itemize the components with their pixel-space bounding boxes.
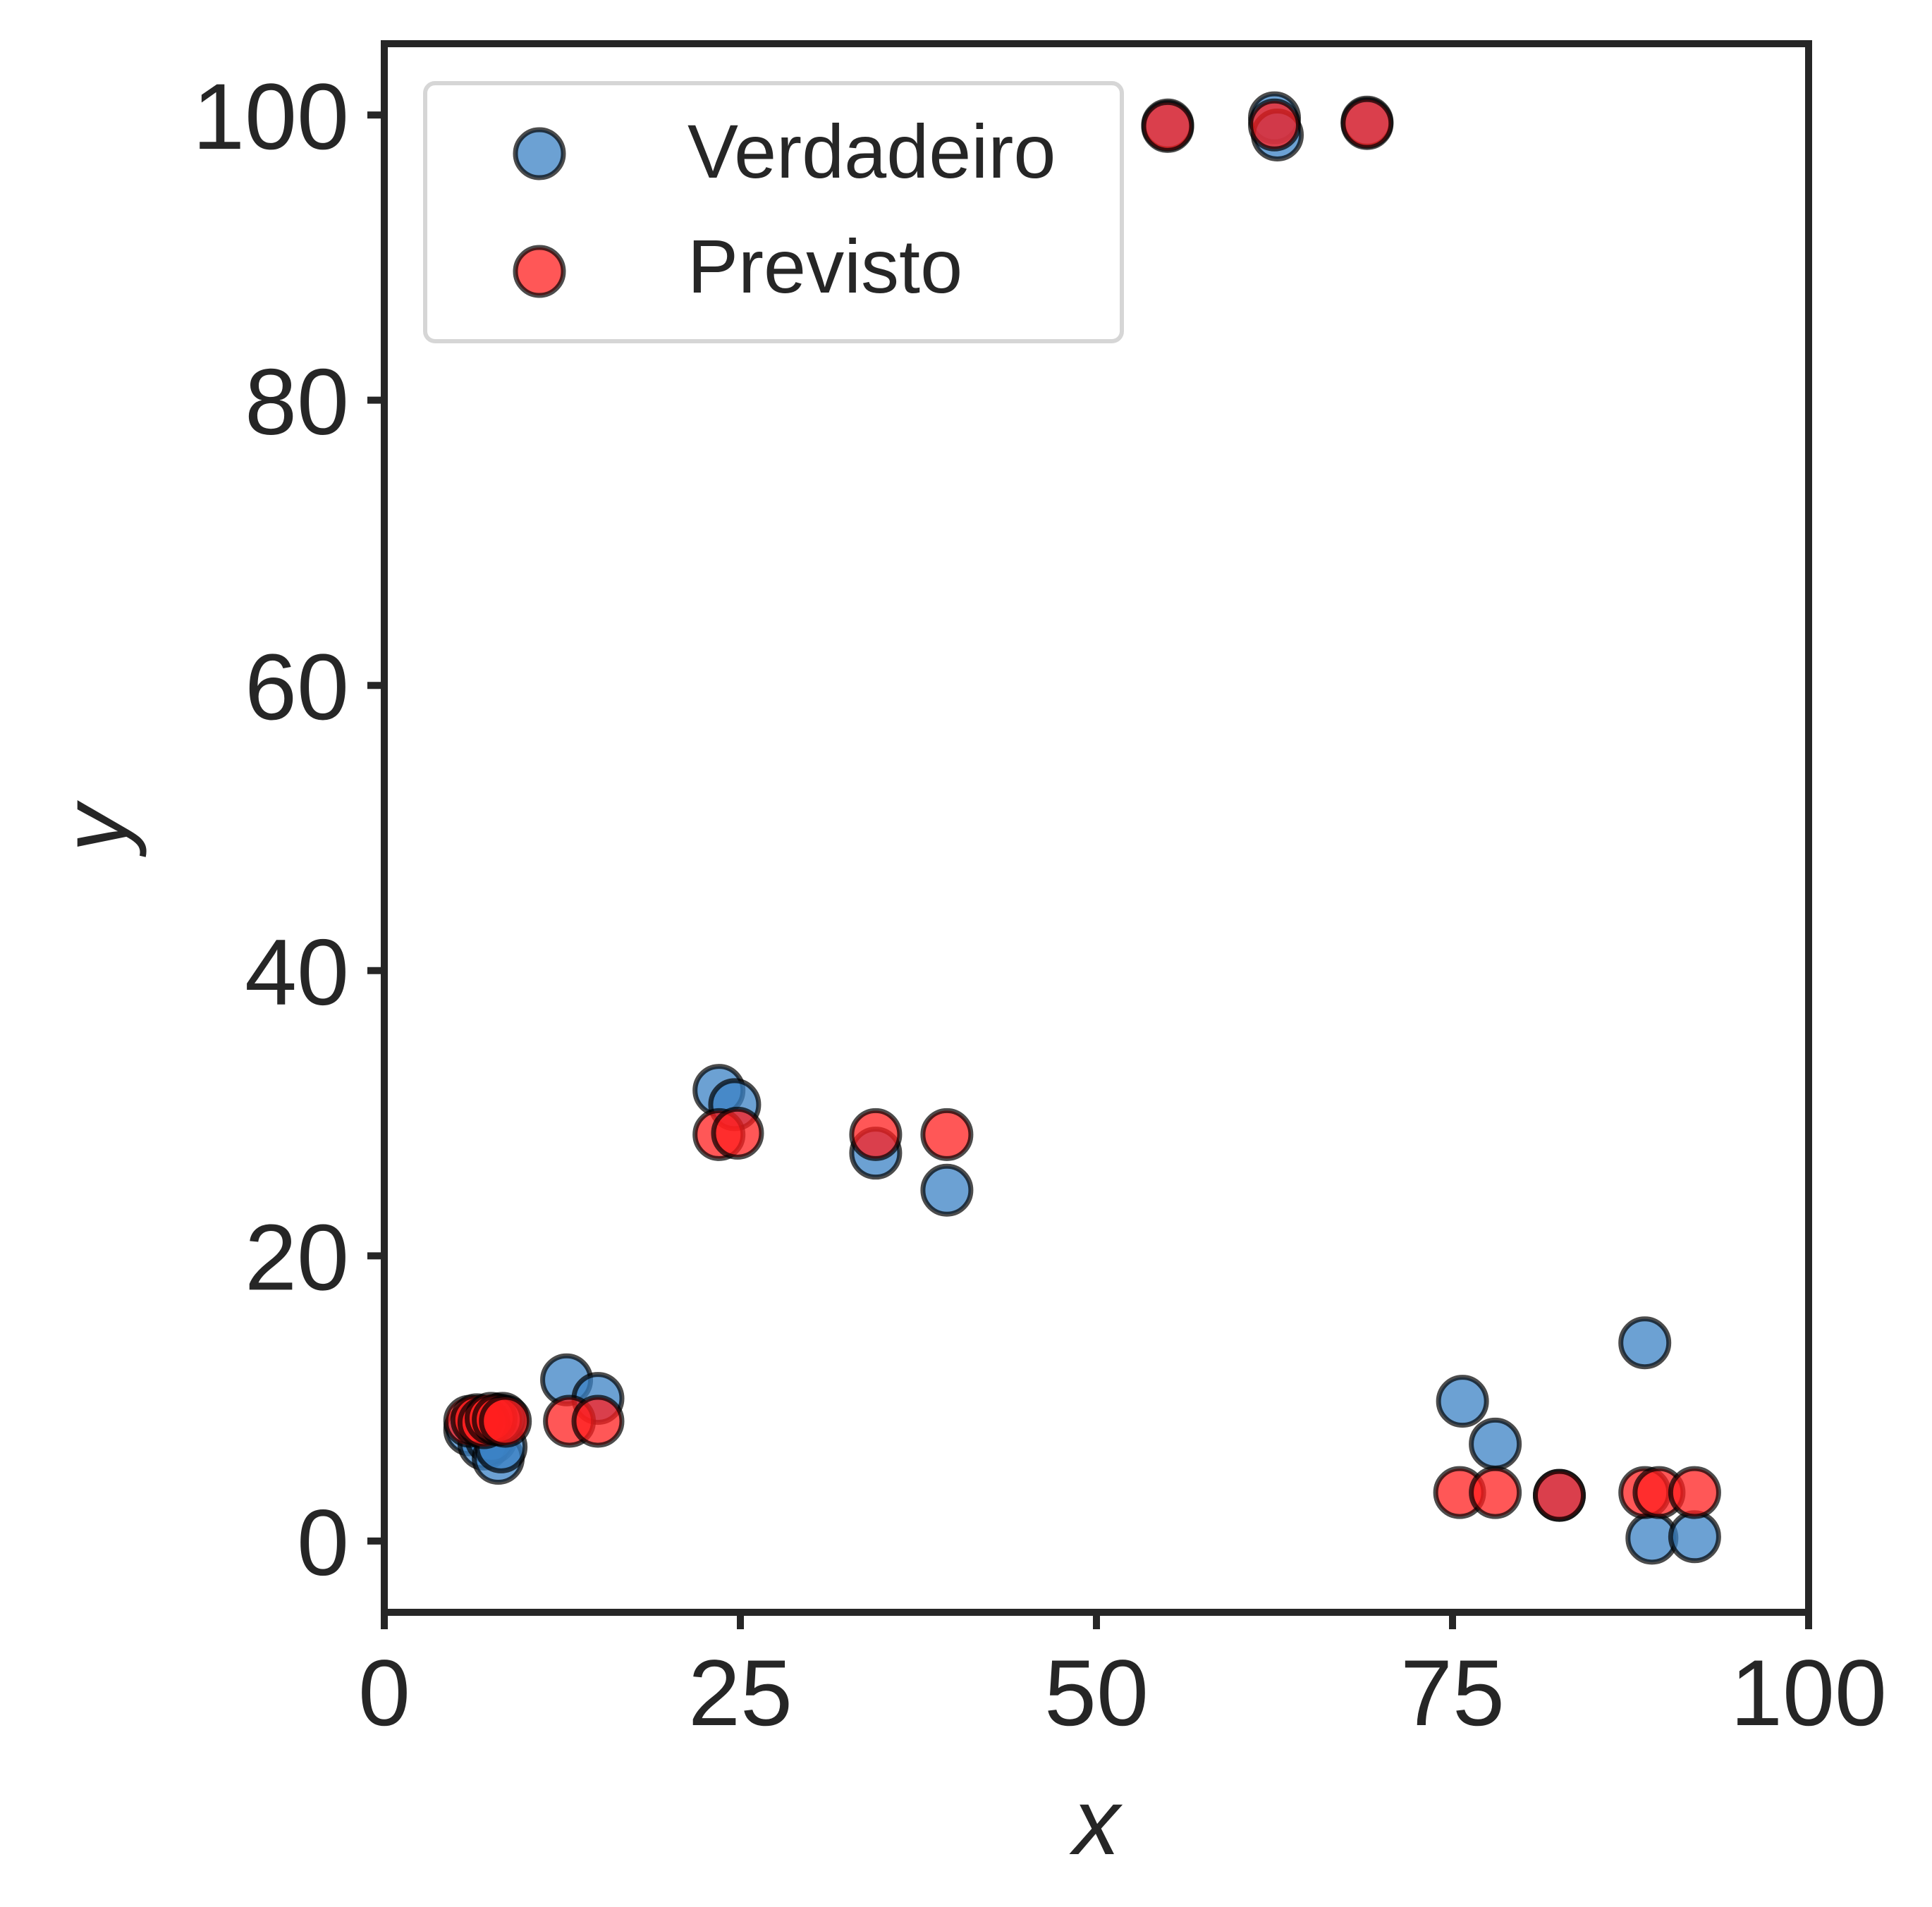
point-previsto — [479, 1394, 532, 1448]
legend-label-verdadeiro: Verdadeiro — [687, 109, 1056, 194]
point-verdadeiro — [1618, 1316, 1672, 1370]
point-previsto — [1469, 1466, 1522, 1519]
y-axis-label: y — [43, 799, 147, 857]
points-layer — [443, 91, 1721, 1565]
x-tick-label: 75 — [1400, 1641, 1505, 1746]
legend-box — [423, 81, 1124, 343]
legend-label-previsto: Previsto — [687, 223, 962, 309]
point-previsto — [711, 1106, 764, 1160]
point-verdadeiro — [1668, 1510, 1721, 1564]
point-previsto — [1668, 1466, 1721, 1519]
x-tick-label: 50 — [1044, 1641, 1149, 1746]
point-verdadeiro — [1469, 1417, 1522, 1471]
point-previsto — [849, 1108, 903, 1161]
y-tick-label: 100 — [192, 65, 349, 169]
legend: Verdadeiro Previsto — [423, 81, 1124, 343]
x-axis-label: x — [1069, 1770, 1123, 1875]
y-tick-label: 20 — [245, 1206, 349, 1310]
point-previsto — [1141, 99, 1194, 153]
legend-marker-verdadeiro — [513, 127, 566, 180]
x-axis-ticks: 0 25 50 75 100 — [358, 1612, 1887, 1746]
x-tick-label: 25 — [688, 1641, 793, 1746]
y-tick-label: 40 — [245, 921, 349, 1025]
point-previsto — [1340, 97, 1394, 150]
point-previsto — [1248, 98, 1301, 152]
y-tick-label: 60 — [245, 635, 349, 740]
y-tick-label: 0 — [297, 1491, 349, 1595]
point-previsto — [920, 1108, 974, 1161]
point-verdadeiro — [920, 1163, 974, 1217]
x-tick-label: 0 — [358, 1641, 410, 1746]
legend-marker-previsto — [513, 245, 566, 298]
y-tick-label: 80 — [245, 350, 349, 455]
point-verdadeiro — [1436, 1375, 1489, 1428]
x-tick-label: 100 — [1730, 1641, 1887, 1746]
y-axis-ticks: 0 20 40 60 80 100 — [192, 65, 384, 1595]
point-previsto — [1533, 1468, 1586, 1522]
point-previsto — [571, 1394, 625, 1448]
